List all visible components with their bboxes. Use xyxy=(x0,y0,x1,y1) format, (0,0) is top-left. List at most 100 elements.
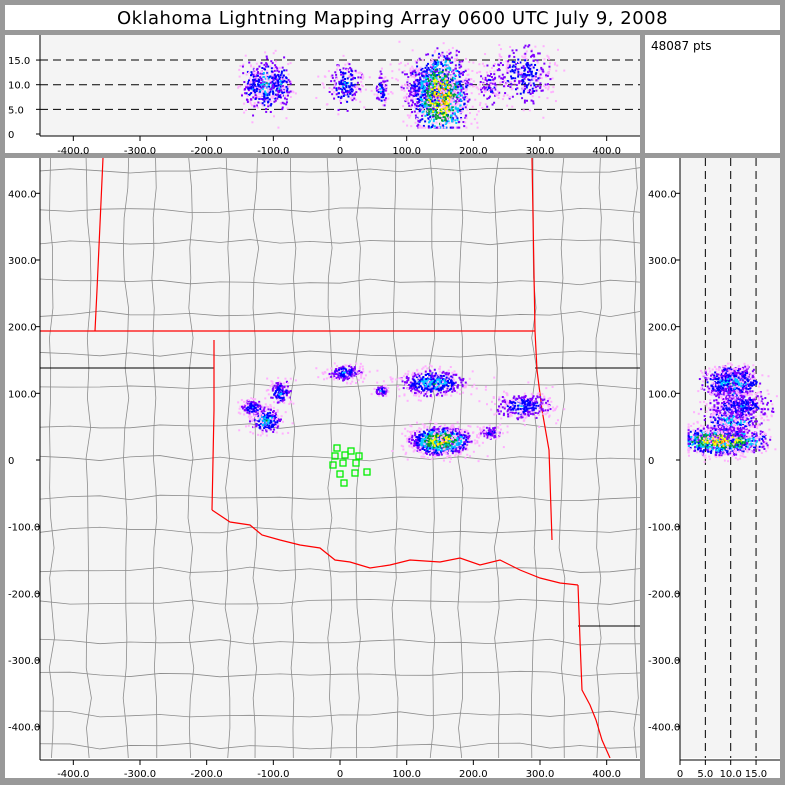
source-point xyxy=(276,87,279,90)
source-point xyxy=(276,397,279,400)
source-point xyxy=(429,79,432,82)
source-point xyxy=(409,114,412,117)
source-point xyxy=(321,371,324,374)
source-point xyxy=(427,385,430,388)
source-point xyxy=(416,85,419,88)
source-point xyxy=(446,81,449,84)
source-point xyxy=(432,63,435,66)
source-point xyxy=(440,111,443,114)
source-point xyxy=(267,79,270,82)
source-point xyxy=(262,72,265,75)
source-point xyxy=(244,410,247,413)
source-point xyxy=(321,82,324,85)
source-point xyxy=(284,95,287,98)
source-point xyxy=(439,72,442,75)
source-point xyxy=(268,422,271,425)
source-point xyxy=(445,381,448,384)
source-point xyxy=(465,104,468,107)
source-point xyxy=(421,83,424,86)
source-point xyxy=(521,82,524,85)
source-point xyxy=(402,120,405,123)
source-point xyxy=(450,385,453,388)
source-point xyxy=(522,66,525,69)
source-point xyxy=(423,75,426,78)
source-point xyxy=(523,56,526,59)
source-point xyxy=(536,59,539,62)
source-point xyxy=(265,62,268,65)
source-point xyxy=(522,65,525,68)
source-point xyxy=(260,87,263,90)
source-point xyxy=(514,65,517,68)
source-point xyxy=(344,99,347,102)
source-point xyxy=(443,73,446,76)
source-point xyxy=(272,418,275,421)
source-point xyxy=(282,396,285,399)
source-point xyxy=(463,98,466,101)
source-point xyxy=(258,400,261,403)
source-point xyxy=(398,68,401,71)
source-point xyxy=(517,58,520,61)
source-point xyxy=(483,85,486,88)
source-point xyxy=(545,75,548,78)
source-point xyxy=(431,374,434,377)
source-point xyxy=(434,372,437,375)
source-point xyxy=(427,71,430,74)
source-point xyxy=(379,94,382,97)
source-point xyxy=(427,66,430,69)
source-point xyxy=(419,97,422,100)
source-point xyxy=(237,411,240,414)
source-point xyxy=(262,412,265,415)
source-point xyxy=(461,86,464,89)
source-point xyxy=(343,371,346,374)
source-point xyxy=(460,450,463,453)
source-point xyxy=(451,117,454,120)
source-point xyxy=(288,91,291,94)
source-point xyxy=(523,69,526,72)
source-point xyxy=(506,71,509,74)
source-point xyxy=(267,87,270,90)
source-point xyxy=(268,419,271,422)
source-point xyxy=(330,75,333,78)
source-point xyxy=(242,72,245,75)
source-point xyxy=(506,65,509,68)
source-point xyxy=(287,431,290,434)
source-point xyxy=(414,437,417,440)
source-point xyxy=(437,378,440,381)
source-point xyxy=(451,376,454,379)
source-point xyxy=(547,88,550,91)
source-point xyxy=(454,448,457,451)
source-point xyxy=(271,380,274,383)
source-point xyxy=(342,67,345,70)
source-point xyxy=(246,95,249,98)
source-point xyxy=(466,100,469,103)
source-point xyxy=(538,75,541,78)
source-point xyxy=(275,86,278,89)
source-point xyxy=(247,424,250,427)
source-point xyxy=(243,413,246,416)
source-point xyxy=(261,431,264,434)
source-point xyxy=(424,75,427,78)
source-point xyxy=(272,412,275,415)
source-point xyxy=(460,431,463,434)
source-point xyxy=(454,119,457,122)
source-point xyxy=(380,392,383,395)
source-point xyxy=(537,79,540,82)
source-point xyxy=(517,61,520,64)
source-point xyxy=(424,66,427,69)
source-point xyxy=(336,77,339,80)
source-point xyxy=(406,93,409,96)
source-point xyxy=(275,413,278,416)
source-point xyxy=(413,382,416,385)
source-point xyxy=(261,102,264,105)
source-point xyxy=(534,72,537,75)
source-point xyxy=(542,116,545,119)
source-point xyxy=(252,425,255,428)
source-point xyxy=(294,92,297,95)
source-point xyxy=(489,86,492,89)
source-point xyxy=(254,403,257,406)
source-point xyxy=(448,48,451,51)
source-point xyxy=(413,385,416,388)
source-point xyxy=(466,453,469,456)
source-point xyxy=(409,435,412,438)
source-point xyxy=(349,66,352,69)
